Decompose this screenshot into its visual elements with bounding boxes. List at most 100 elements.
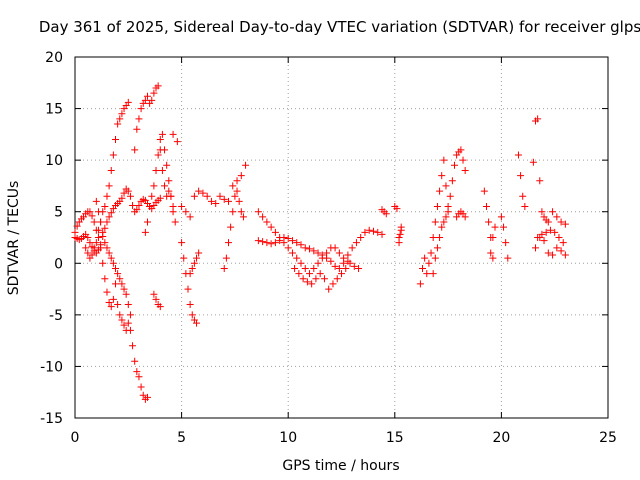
data-point	[551, 228, 559, 236]
data-point	[357, 234, 365, 241]
data-point	[263, 239, 271, 247]
x-tick-label: 25	[599, 430, 617, 446]
data-point	[344, 251, 352, 259]
x-axis-label: GPS time / hours	[282, 458, 399, 474]
data-point	[146, 203, 154, 211]
data-point	[254, 208, 262, 216]
data-point	[114, 120, 122, 128]
data-point	[427, 249, 435, 257]
data-point	[297, 241, 305, 249]
data-point	[267, 240, 275, 248]
data-point	[297, 259, 305, 267]
plot-frame	[74, 56, 609, 419]
data-point	[103, 192, 111, 200]
data-point	[114, 270, 122, 278]
data-point	[139, 391, 147, 399]
data-point	[190, 192, 198, 200]
data-point	[557, 247, 565, 255]
data-point	[461, 166, 469, 174]
y-tick-label: 20	[45, 50, 63, 66]
data-point	[534, 115, 542, 123]
data-point	[393, 205, 401, 213]
data-point	[116, 115, 124, 123]
data-point	[457, 146, 465, 154]
data-point	[220, 264, 228, 272]
data-point	[429, 270, 437, 278]
data-point	[212, 199, 220, 207]
data-point	[112, 136, 120, 144]
data-point	[299, 275, 307, 283]
data-point	[225, 239, 233, 247]
data-point	[233, 177, 241, 185]
data-point	[546, 226, 554, 234]
data-point	[90, 244, 98, 252]
data-point	[544, 218, 552, 226]
data-point	[156, 194, 164, 202]
data-point	[135, 115, 143, 123]
data-point	[365, 226, 373, 234]
data-point	[129, 202, 137, 210]
data-point	[461, 213, 469, 221]
data-point	[271, 239, 279, 247]
data-point	[318, 251, 326, 259]
data-point	[254, 237, 262, 245]
data-point	[178, 203, 186, 211]
data-point	[120, 189, 128, 197]
data-point	[442, 182, 450, 190]
data-point	[190, 259, 198, 267]
data-point	[489, 254, 497, 262]
data-point	[355, 264, 363, 272]
data-point	[152, 295, 160, 303]
data-point	[561, 251, 569, 259]
data-point	[158, 166, 166, 174]
data-point	[544, 249, 552, 257]
data-point	[561, 220, 569, 228]
data-point	[109, 259, 117, 267]
data-point	[109, 151, 117, 159]
data-point	[237, 208, 245, 216]
data-point	[314, 249, 322, 257]
data-point	[161, 182, 169, 190]
y-tick-label: -10	[40, 359, 63, 375]
y-tick-label: 5	[54, 205, 63, 221]
data-point	[137, 383, 145, 391]
data-point	[99, 259, 107, 267]
data-point	[237, 172, 245, 180]
data-point	[335, 249, 343, 257]
data-point	[284, 235, 292, 243]
data-point	[84, 234, 92, 241]
data-point	[514, 151, 522, 159]
data-point	[555, 234, 563, 241]
data-point	[233, 187, 241, 195]
data-point	[259, 238, 267, 246]
data-point	[126, 311, 134, 319]
data-point	[220, 195, 228, 203]
data-point	[342, 264, 350, 272]
data-point	[382, 210, 390, 218]
data-point	[416, 280, 424, 288]
data-point	[186, 270, 194, 278]
chart-title: Day 361 of 2025, Sidereal Day-to-day VTE…	[39, 18, 640, 36]
data-point	[148, 96, 156, 104]
data-point	[303, 278, 311, 286]
data-point	[133, 206, 141, 214]
data-point	[529, 158, 537, 166]
data-point	[207, 197, 215, 205]
data-point	[276, 237, 284, 245]
data-point	[118, 194, 126, 202]
data-point	[482, 203, 490, 211]
data-point	[239, 213, 247, 221]
data-point	[327, 257, 335, 265]
data-point	[148, 192, 156, 200]
data-point	[193, 254, 201, 262]
data-point	[118, 280, 126, 288]
data-point	[267, 223, 275, 231]
data-point	[229, 182, 237, 190]
data-point	[154, 151, 162, 159]
data-point	[340, 259, 348, 267]
data-point	[154, 82, 162, 90]
data-point	[107, 254, 115, 262]
data-point	[295, 270, 303, 278]
data-point	[271, 228, 279, 236]
